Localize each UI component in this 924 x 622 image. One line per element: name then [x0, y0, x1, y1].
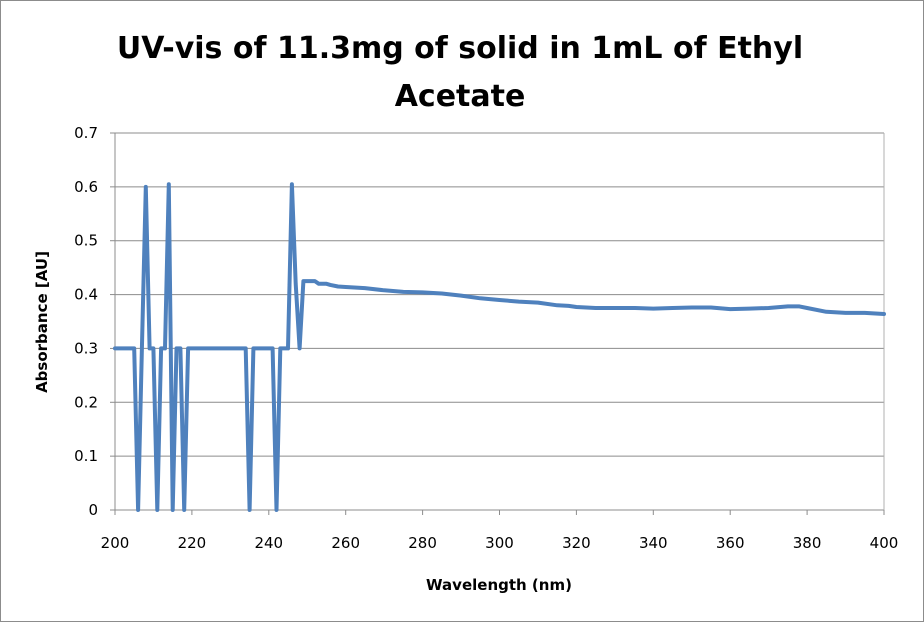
x-tick-label: 320 — [562, 534, 591, 552]
x-tick-label: 220 — [178, 534, 207, 552]
y-tick-label: 0.1 — [74, 447, 98, 465]
y-tick-label: 0.2 — [74, 393, 98, 411]
series-group — [113, 182, 886, 512]
x-tick-label: 200 — [101, 534, 130, 552]
x-tick-label: 400 — [870, 534, 899, 552]
y-tick-labels: 0 0.1 0.2 0.3 0.4 0.5 0.6 0.7 — [74, 124, 98, 519]
x-tick-labels: 200 220 240 260 280 300 320 340 360 380 400 — [101, 534, 899, 552]
y-tick-label: 0.4 — [74, 286, 98, 304]
x-tick-label: 300 — [485, 534, 514, 552]
y-tick-label: 0.3 — [74, 339, 98, 357]
y-tick-label: 0.5 — [74, 232, 98, 250]
y-tick-label: 0.6 — [74, 178, 98, 196]
absorbance-series-line — [113, 182, 886, 512]
x-tick-label: 340 — [639, 534, 668, 552]
axes — [110, 132, 885, 515]
gridlines — [115, 132, 884, 457]
y-tick-label: 0 — [88, 501, 98, 519]
x-tick-label: 260 — [331, 534, 360, 552]
chart-title-line-1: UV-vis of 11.3mg of solid in 1mL of Ethy… — [116, 31, 804, 66]
x-tick-label: 380 — [793, 534, 822, 552]
chart-title: UV-vis of 11.3mg of solid in 1mL of Ethy… — [80, 25, 840, 121]
x-tick-label: 240 — [254, 534, 283, 552]
chart-title-line-2: Acetate — [394, 79, 526, 114]
x-tick-label: 280 — [408, 534, 437, 552]
y-axis-title: Absorbance [AU] — [33, 251, 51, 393]
x-tick-label: 360 — [716, 534, 745, 552]
x-axis-title: Wavelength (nm) — [426, 576, 572, 594]
y-tick-label: 0.7 — [74, 124, 98, 142]
